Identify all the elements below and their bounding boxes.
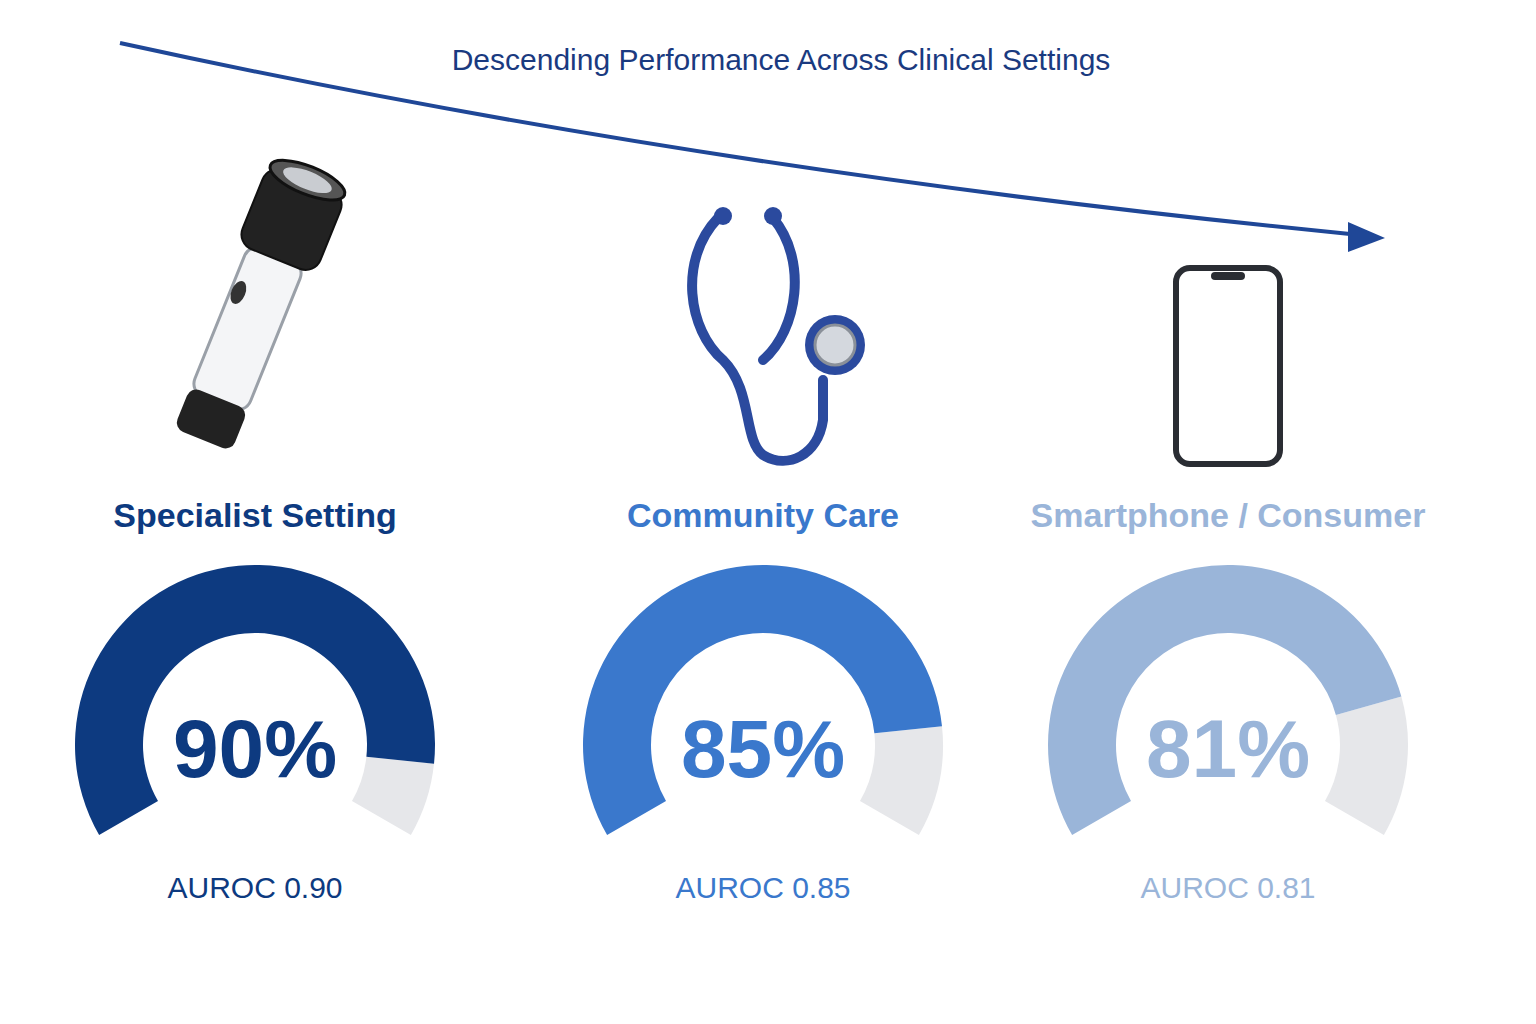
- icon-stethoscope: [692, 207, 865, 461]
- gauge-value-arc: [1048, 565, 1401, 835]
- category-label: Specialist Setting: [113, 496, 396, 534]
- icon-smartphone: [1176, 268, 1280, 464]
- auroc-label: AUROC 0.81: [1140, 871, 1315, 904]
- trend-arrow-head: [1348, 222, 1385, 252]
- gauge-value-arc: [75, 565, 435, 835]
- category-label: Smartphone / Consumer: [1031, 496, 1426, 534]
- chart-canvas: Descending Performance Across Clinical S…: [0, 0, 1536, 1024]
- gauge-track: [352, 757, 434, 835]
- value-label: 81%: [1146, 703, 1310, 794]
- auroc-label: AUROC 0.85: [675, 871, 850, 904]
- title: Descending Performance Across Clinical S…: [452, 43, 1111, 76]
- value-label: 90%: [173, 703, 337, 794]
- category-label: Community Care: [627, 496, 899, 534]
- gauge-value-arc: [583, 565, 942, 835]
- auroc-label: AUROC 0.90: [167, 871, 342, 904]
- value-label: 85%: [681, 703, 845, 794]
- gauge-track: [860, 726, 943, 835]
- icon-otoscope: [164, 151, 352, 455]
- gauge-track: [1325, 697, 1408, 835]
